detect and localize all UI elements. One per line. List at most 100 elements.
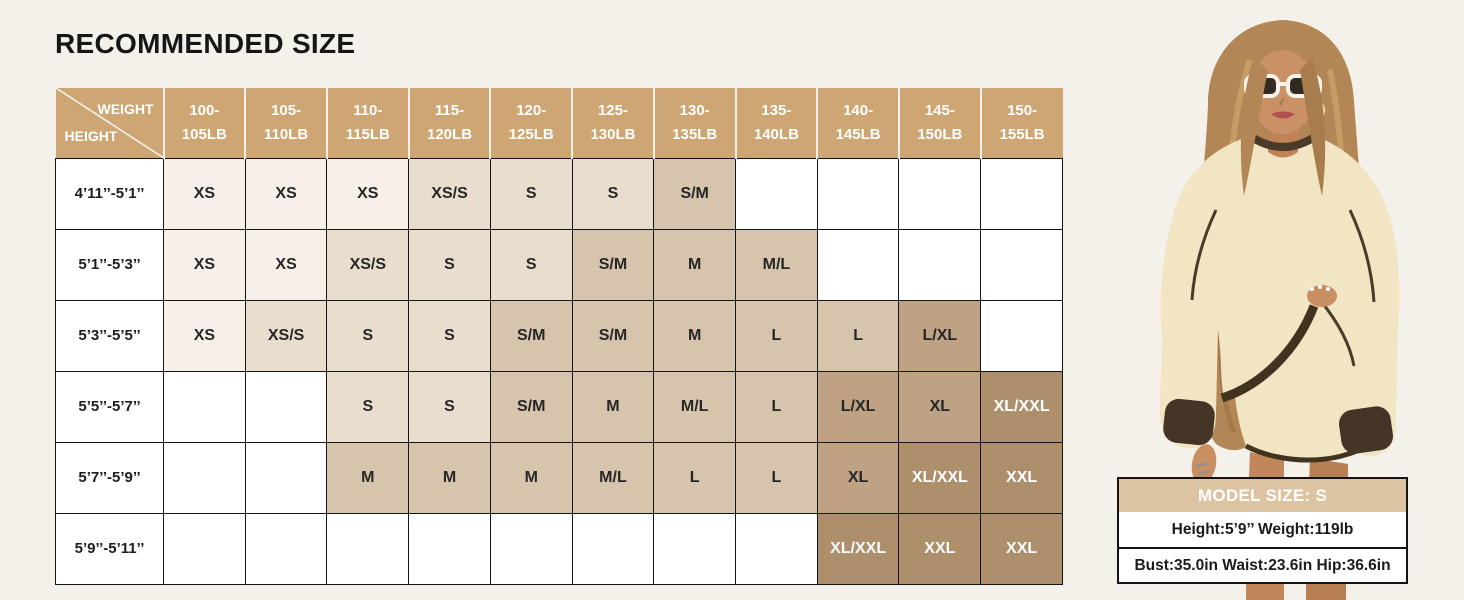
model-neck-trim <box>1247 132 1319 151</box>
size-cell-empty <box>980 228 1063 301</box>
size-cell: M/L <box>735 228 818 301</box>
size-cell: S <box>408 299 491 372</box>
size-cell: M/L <box>653 370 737 443</box>
size-cell: S <box>326 370 410 443</box>
size-cell: S/M <box>571 299 655 372</box>
height-row-header: 4’11’’-5’1’’ <box>55 157 164 230</box>
size-cell: M/L <box>571 441 655 514</box>
weight-header-row: WEIGHT HEIGHT 100- 105LB 105- 110LB 110- 115L… <box>55 88 1063 158</box>
table-corner-cell: WEIGHT HEIGHT <box>55 88 164 158</box>
size-cell: XS <box>326 157 410 230</box>
size-cell: M <box>489 441 573 514</box>
size-cell-empty <box>980 157 1063 230</box>
size-cell-empty <box>735 512 818 585</box>
model-stats-line: Height:5’9’’ Weight:119lb <box>1119 512 1406 547</box>
model-cuff <box>1339 406 1393 454</box>
corner-height-label: HEIGHT <box>64 127 118 144</box>
size-cell-empty <box>816 228 900 301</box>
size-cell: S <box>326 299 410 372</box>
size-cell-empty <box>735 157 818 230</box>
size-cell-empty <box>898 157 982 230</box>
size-cell-empty <box>489 512 573 585</box>
size-cell: M <box>408 441 491 514</box>
height-row-header: 5’9’’-5’11’’ <box>55 512 164 585</box>
weight-column-header: 110- 115LB <box>325 88 409 158</box>
size-cell: M <box>571 370 655 443</box>
size-cell-empty <box>408 512 491 585</box>
size-cell: XXL <box>980 512 1063 585</box>
weight-column-header: 115- 120LB <box>407 88 491 158</box>
model-lips <box>1271 111 1295 119</box>
weight-column-header: 120- 125LB <box>489 88 573 158</box>
size-cell: XL <box>816 441 900 514</box>
size-cell: XS <box>163 157 246 230</box>
size-cell: L <box>735 299 818 372</box>
weight-column-header: 100- 105LB <box>162 88 246 158</box>
size-table-row: 5’5’’-5’7’’ S S S/M M M/L L L/XL XL XL/XXL <box>55 370 1063 443</box>
size-cell: XS <box>163 299 246 372</box>
size-cell: XL/XXL <box>816 512 900 585</box>
size-cell: XS <box>244 157 328 230</box>
size-cell: S/M <box>489 370 573 443</box>
size-cell-empty <box>898 228 982 301</box>
height-row-header: 5’5’’-5’7’’ <box>55 370 164 443</box>
size-cell: M <box>653 228 737 301</box>
weight-column-header: 145- 150LB <box>897 88 981 158</box>
size-cell: S/M <box>653 157 737 230</box>
size-cell: S <box>408 228 491 301</box>
size-cell: XL/XXL <box>980 370 1063 443</box>
model-hand <box>1307 285 1337 307</box>
size-table-row: 5’9’’-5’11’’ XL/XXL XXL XXL <box>55 512 1063 585</box>
size-cell: S <box>489 157 573 230</box>
size-table: WEIGHT HEIGHT 100- 105LB 105- 110LB 110- 115L… <box>55 88 1063 585</box>
diagonal-divider <box>55 88 163 158</box>
size-table-row: 5’1’’-5’3’’ XS XS XS/S S S S/M M M/L <box>55 228 1063 301</box>
size-cell: L/XL <box>816 370 900 443</box>
size-cell: L <box>816 299 900 372</box>
size-cell: XS <box>163 228 246 301</box>
size-cell: L <box>735 370 818 443</box>
page-title: RECOMMENDED SIZE <box>55 28 356 59</box>
size-cell-empty <box>653 512 737 585</box>
size-cell-empty <box>163 512 246 585</box>
size-cell-empty <box>163 370 246 443</box>
size-cell: S/M <box>571 228 655 301</box>
size-cell: S/M <box>489 299 573 372</box>
size-cell: XXL <box>898 512 982 585</box>
model-measurements-line: Bust:35.0in Waist:23.6in Hip:36.6in <box>1119 547 1406 582</box>
model-cuff <box>1163 398 1215 446</box>
size-cell: S <box>489 228 573 301</box>
weight-column-header: 150- 155LB <box>979 88 1063 158</box>
model-hem-trim <box>1220 304 1319 403</box>
size-cell-empty <box>816 157 900 230</box>
size-cell: XS <box>244 228 328 301</box>
height-row-header: 5’1’’-5’3’’ <box>55 228 164 301</box>
weight-column-header: 105- 110LB <box>244 88 327 158</box>
model-size-header: MODEL SIZE: S <box>1119 479 1406 512</box>
size-cell: S <box>408 370 491 443</box>
size-cell-empty <box>244 512 328 585</box>
size-table-body: 4’11’’-5’1’’ XS XS XS XS/S S S S/M 5’1’’-5’3’’ XS… <box>55 157 1063 585</box>
model-photo <box>1159 20 1400 600</box>
size-cell-empty <box>244 441 328 514</box>
size-cell-empty <box>980 299 1063 372</box>
weight-column-header: 125- 130LB <box>571 88 654 158</box>
weight-column-header: 140- 145LB <box>816 88 899 158</box>
height-row-header: 5’7’’-5’9’’ <box>55 441 164 514</box>
size-table-row: 4’11’’-5’1’’ XS XS XS XS/S S S S/M <box>55 157 1063 230</box>
size-cell: XS/S <box>244 299 328 372</box>
size-cell: XS/S <box>326 228 410 301</box>
weight-column-header: 130- 135LB <box>652 88 736 158</box>
size-cell: L <box>653 441 737 514</box>
size-cell: L/XL <box>898 299 982 372</box>
size-table-row: 5’3’’-5’5’’ XS XS/S S S S/M S/M M L L L/XL <box>55 299 1063 372</box>
size-table-row: 5’7’’-5’9’’ M M M M/L L L XL XL/XXL XXL <box>55 441 1063 514</box>
size-cell-empty <box>571 512 655 585</box>
size-cell-empty <box>326 512 410 585</box>
model-info-box: MODEL SIZE: S Height:5’9’’ Weight:119lb … <box>1117 477 1408 584</box>
corner-weight-label: WEIGHT <box>97 101 154 117</box>
size-cell-empty <box>163 441 246 514</box>
size-cell: XS/S <box>408 157 491 230</box>
size-cell: XL <box>898 370 982 443</box>
